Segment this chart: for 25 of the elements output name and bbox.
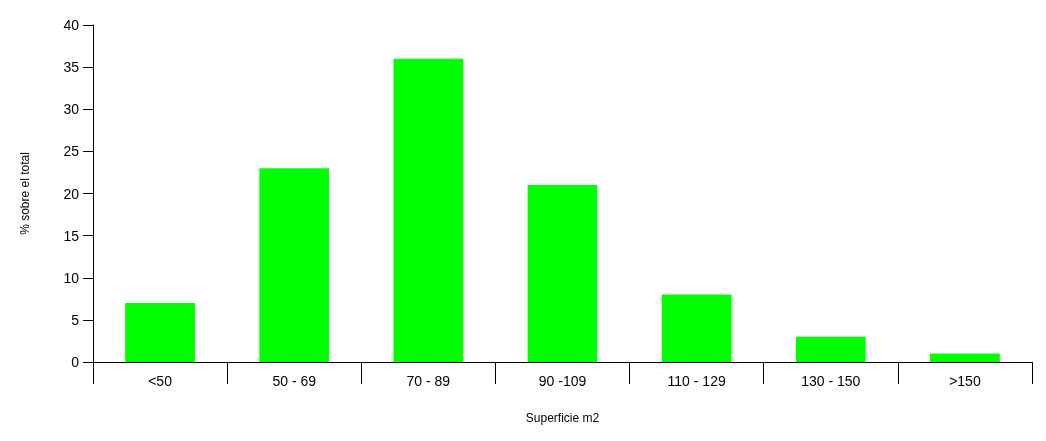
x-axis-title: Superficie m2 [525,411,600,425]
x-tick-label: <50 [148,373,173,389]
y-tick-label: 40 [63,17,80,33]
x-tick-label: >150 [949,373,981,389]
y-tick-label: 30 [63,101,80,118]
x-tick-label: 130 - 150 [801,373,861,389]
bar [795,336,866,362]
x-tick-label: 50 - 69 [272,373,317,389]
y-tick-label: 10 [63,269,80,286]
y-tick-label: 20 [63,185,80,202]
y-tick-label: 25 [63,143,80,160]
y-tick-label: 5 [71,311,80,328]
bar [259,168,330,362]
bar [930,353,1000,362]
x-tick-label: 90 -109 [538,373,587,389]
y-tick-label: 15 [63,227,80,244]
bar [661,294,732,362]
y-axis-title: % sobre el total [18,152,32,235]
y-tick-label: 0 [71,354,80,370]
bar [527,185,598,362]
bar [393,58,464,362]
x-tick-label: 110 - 129 [667,373,726,389]
x-tick-label: 70 - 89 [406,373,451,389]
bar [125,303,195,362]
y-tick-label: 35 [63,59,80,76]
